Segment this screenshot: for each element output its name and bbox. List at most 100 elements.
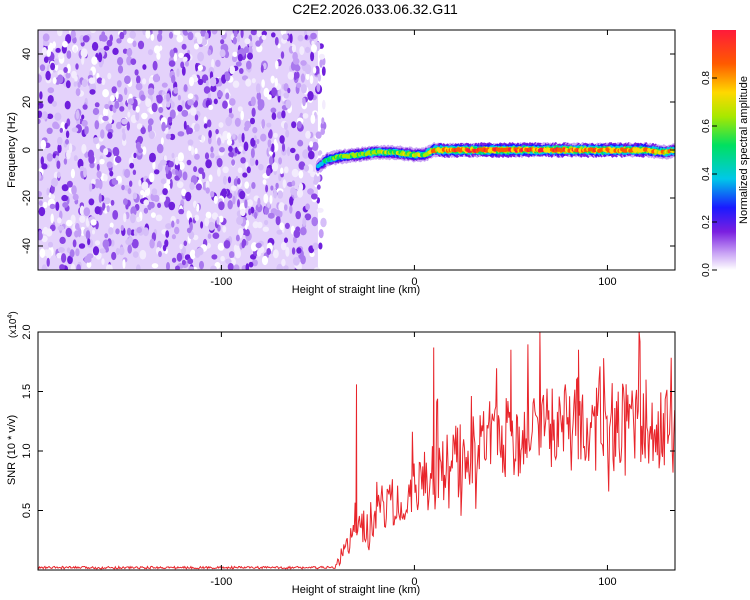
noise-cell bbox=[205, 159, 212, 169]
noise-cell bbox=[259, 99, 265, 109]
noise-cell bbox=[276, 263, 283, 270]
noise-cell bbox=[90, 30, 96, 33]
noise-cell bbox=[106, 161, 113, 169]
noise-cell bbox=[274, 36, 279, 46]
noise-cell bbox=[148, 130, 155, 140]
noise-cell bbox=[66, 149, 71, 160]
noise-cell bbox=[64, 100, 71, 110]
noise-cell bbox=[274, 77, 278, 87]
noise-cell bbox=[45, 70, 51, 81]
noise-cell bbox=[145, 30, 151, 39]
noise-cell bbox=[112, 210, 119, 220]
noise-cell bbox=[191, 146, 195, 156]
noise-cell bbox=[77, 227, 82, 238]
noise-cell bbox=[71, 70, 77, 79]
noise-cell bbox=[50, 213, 54, 224]
noise-cell bbox=[156, 52, 161, 60]
noise-cell bbox=[291, 168, 299, 178]
noise-cell bbox=[181, 109, 189, 117]
noise-cell bbox=[50, 194, 56, 200]
noise-cell bbox=[308, 150, 315, 160]
noise-cell bbox=[73, 46, 78, 54]
noise-cell bbox=[102, 107, 109, 118]
noise-cell bbox=[85, 230, 91, 240]
noise-cell bbox=[244, 181, 250, 189]
noise-cell bbox=[287, 71, 294, 80]
noise-cell bbox=[284, 204, 288, 211]
noise-cell bbox=[141, 181, 149, 191]
noise-cell bbox=[196, 203, 200, 212]
noise-cell bbox=[228, 106, 233, 115]
noise-cell bbox=[106, 205, 110, 213]
noise-cell bbox=[106, 123, 112, 130]
noise-cell bbox=[250, 148, 255, 159]
noise-cell bbox=[107, 72, 112, 80]
noise-cell bbox=[309, 75, 314, 85]
noise-cell bbox=[261, 30, 267, 36]
noise-cell bbox=[164, 196, 171, 206]
colorbar-tick-label: 0.4 bbox=[701, 167, 712, 181]
signal-ridge bbox=[315, 139, 675, 177]
noise-cell bbox=[122, 48, 128, 54]
noise-cell bbox=[64, 122, 68, 130]
noise-cell bbox=[313, 267, 320, 270]
noise-cell bbox=[166, 262, 170, 270]
noise-cell bbox=[157, 33, 163, 42]
noise-cell bbox=[72, 239, 77, 248]
noise-cell bbox=[82, 104, 88, 110]
noise-cell bbox=[66, 50, 72, 59]
noise-cell bbox=[161, 82, 168, 88]
noise-cell bbox=[302, 97, 306, 107]
noise-cell bbox=[229, 65, 236, 75]
noise-cell bbox=[197, 51, 205, 62]
noise-cell bbox=[103, 148, 109, 156]
noise-cell bbox=[109, 170, 114, 177]
noise-cell bbox=[237, 53, 243, 62]
noise-cell bbox=[261, 119, 266, 129]
noise-cell bbox=[167, 116, 173, 124]
noise-cell bbox=[304, 213, 312, 221]
noise-cell bbox=[215, 128, 219, 135]
noise-cell bbox=[176, 181, 184, 189]
bottom-x-tick-label: 100 bbox=[598, 576, 616, 588]
noise-cell bbox=[173, 86, 179, 94]
noise-cell bbox=[207, 119, 212, 128]
noise-cell bbox=[62, 202, 69, 208]
noise-cell bbox=[181, 259, 186, 266]
noise-cell bbox=[294, 153, 300, 161]
noise-cell bbox=[63, 158, 68, 165]
noise-cell bbox=[96, 77, 103, 84]
noise-cell bbox=[220, 244, 224, 251]
noise-cell bbox=[132, 169, 137, 175]
noise-cell bbox=[297, 139, 304, 147]
noise-cell bbox=[210, 76, 217, 87]
noise-cell bbox=[205, 80, 209, 87]
noise-cell bbox=[198, 173, 203, 181]
noise-cell bbox=[255, 83, 261, 94]
noise-cell bbox=[189, 249, 196, 260]
noise-cell bbox=[216, 157, 223, 168]
noise-cell bbox=[188, 145, 192, 152]
noise-cell bbox=[183, 84, 188, 92]
noise-cell bbox=[310, 114, 316, 124]
noise-cell bbox=[194, 214, 200, 222]
noise-cell bbox=[150, 212, 156, 218]
noise-cell bbox=[72, 193, 79, 201]
noise-cell bbox=[103, 197, 111, 205]
noise-cell bbox=[127, 98, 134, 105]
noise-cell bbox=[186, 227, 192, 234]
noise-cell bbox=[112, 147, 120, 156]
noise-cell bbox=[197, 35, 203, 45]
noise-cell bbox=[248, 261, 254, 268]
noise-cell bbox=[307, 188, 314, 195]
noise-cell bbox=[248, 208, 252, 216]
noise-cell bbox=[207, 233, 212, 239]
top-x-tick-label: 100 bbox=[598, 276, 616, 288]
noise-cell bbox=[157, 202, 162, 208]
noise-cell bbox=[80, 48, 88, 58]
noise-cell bbox=[299, 46, 305, 56]
noise-cell bbox=[135, 105, 140, 113]
noise-cell bbox=[83, 167, 87, 178]
noise-cell bbox=[203, 116, 207, 124]
noise-cell bbox=[171, 220, 175, 228]
